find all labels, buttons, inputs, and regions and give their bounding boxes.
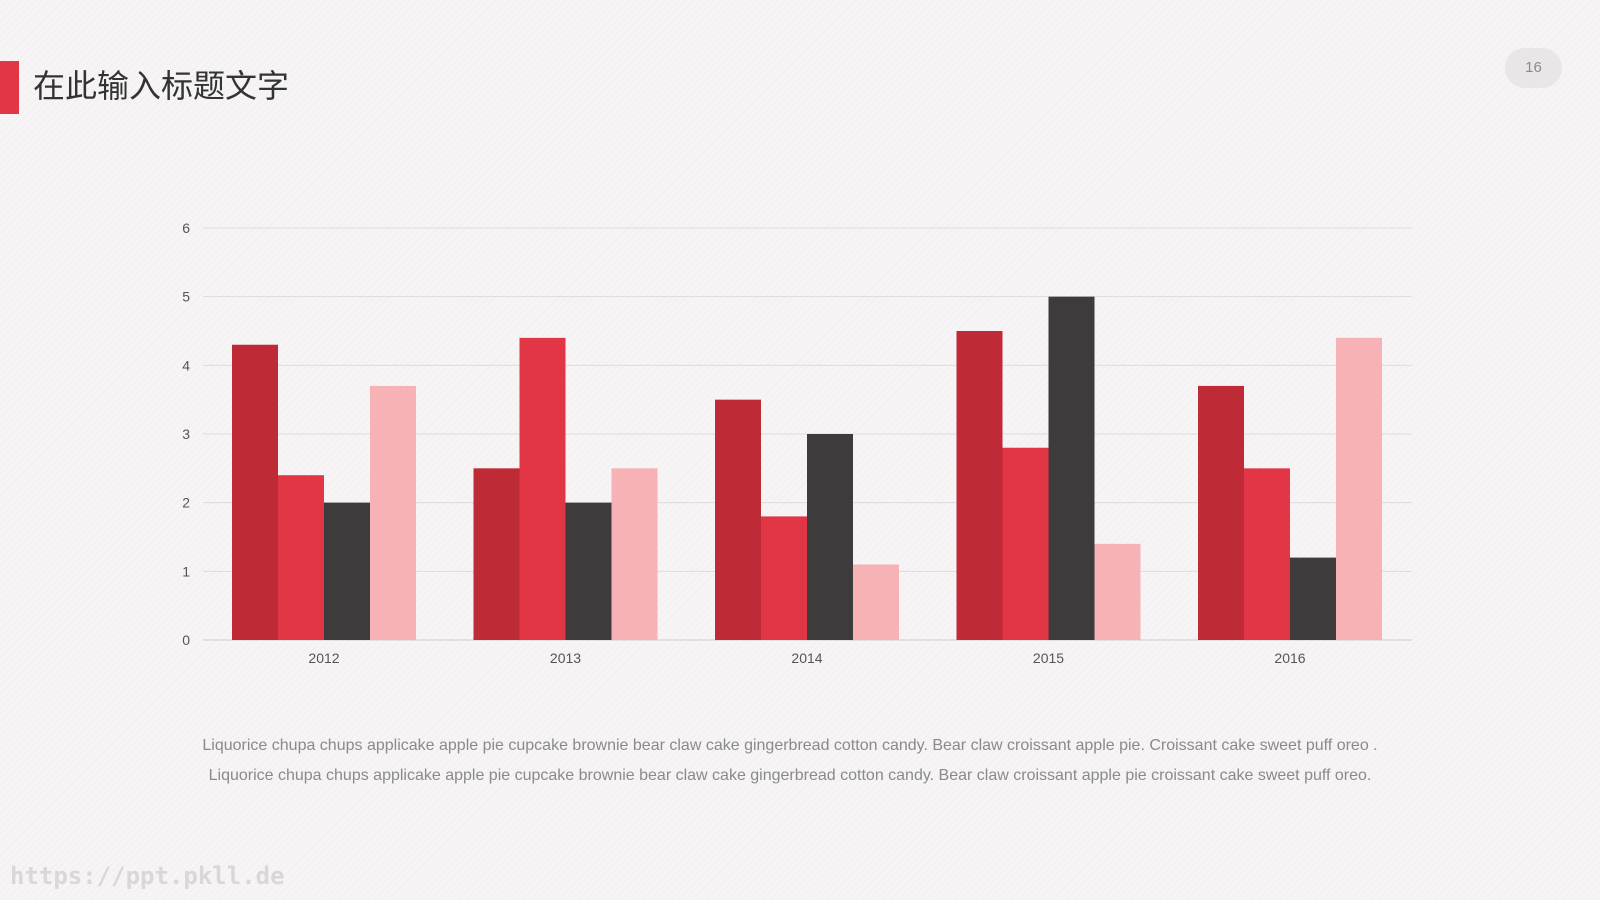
caption-line-2: Liquorice chupa chups applicake apple pi… <box>208 767 1372 784</box>
chart-bars <box>232 296 1382 640</box>
bar-2016-series-2 <box>1244 468 1290 640</box>
bar-2015-series-3 <box>1048 296 1095 640</box>
x-tick-label: 2016 <box>1274 650 1305 666</box>
bar-2014-series-1 <box>715 399 761 640</box>
y-tick-label: 3 <box>182 426 190 442</box>
bar-2015-series-2 <box>1002 447 1049 640</box>
bar-2015-series-1 <box>956 331 1003 640</box>
caption-line-1: Liquorice chupa chups applicake apple pi… <box>202 737 1378 754</box>
bar-2012-series-4 <box>370 385 416 640</box>
x-tick-label: 2013 <box>550 650 581 666</box>
y-tick-label: 1 <box>182 563 190 579</box>
bar-2014-series-2 <box>761 516 807 640</box>
bar-2013-series-4 <box>611 468 658 640</box>
bar-2016-series-3 <box>1290 557 1336 640</box>
bar-2014-series-4 <box>853 564 899 640</box>
chart-x-axis: 2012 2013 2014 2015 2016 <box>308 650 1305 666</box>
y-tick-label: 2 <box>182 495 190 511</box>
y-tick-label: 4 <box>182 357 190 373</box>
page-title: 在此输入标题文字 <box>33 67 290 105</box>
watermark-url: https://ppt.pkll.de <box>10 862 285 890</box>
bar-2013-series-2 <box>519 337 566 640</box>
bar-2012-series-1 <box>232 344 278 640</box>
chart-y-axis: 0 1 2 3 4 5 6 <box>182 220 190 648</box>
x-tick-label: 2014 <box>791 650 822 666</box>
y-tick-label: 0 <box>182 632 190 648</box>
bar-2015-series-4 <box>1094 543 1141 640</box>
bar-2012-series-3 <box>324 502 370 640</box>
bar-2013-series-3 <box>565 502 612 640</box>
bar-2013-series-1 <box>473 468 520 640</box>
bar-2012-series-2 <box>278 475 324 640</box>
page-number-badge: 16 <box>1505 48 1562 88</box>
x-tick-label: 2015 <box>1033 650 1064 666</box>
x-tick-label: 2012 <box>308 650 339 666</box>
bar-2014-series-3 <box>807 434 853 640</box>
bar-2016-series-1 <box>1198 385 1244 640</box>
title-accent-bar <box>0 61 19 114</box>
y-tick-label: 5 <box>182 289 190 305</box>
y-tick-label: 6 <box>182 220 190 236</box>
bar-2016-series-4 <box>1336 337 1382 640</box>
